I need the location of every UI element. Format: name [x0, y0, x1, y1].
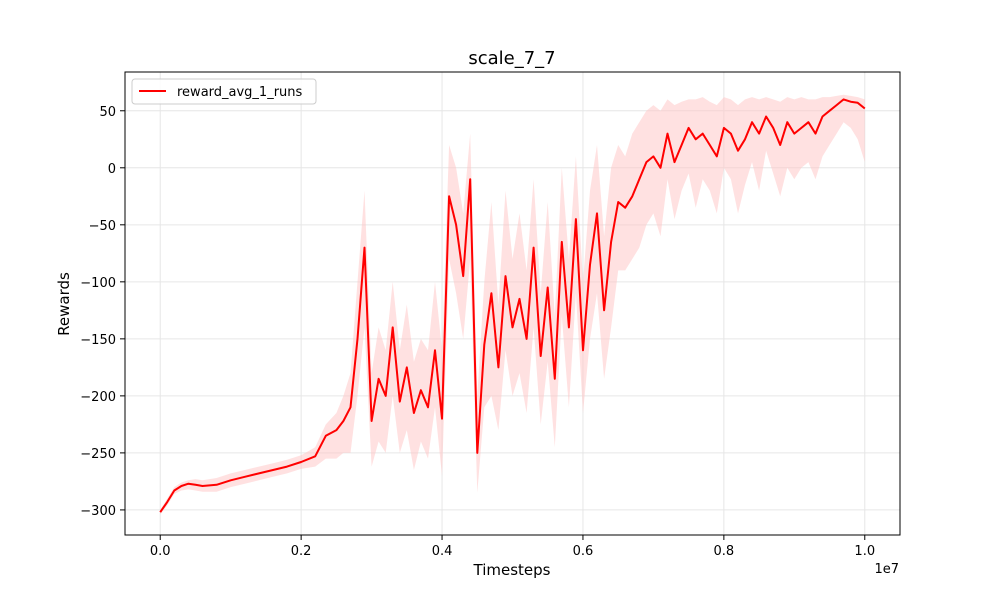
chart-title: scale_7_7: [468, 48, 555, 69]
y-tick-label: −100: [80, 276, 116, 291]
x-axis-offset-label: 1e7: [874, 562, 899, 577]
series-variance-band: [160, 94, 865, 515]
x-tick-label: 1.0: [854, 544, 875, 559]
legend-label: reward_avg_1_runs: [177, 85, 303, 100]
y-tick-label: 50: [99, 105, 116, 120]
x-tick-label: 0.0: [150, 544, 171, 559]
series-line-reward-avg: [159, 98, 866, 513]
y-axis-label: Rewards: [55, 272, 73, 336]
x-tick-label: 0.6: [573, 544, 594, 559]
legend-box: [131, 78, 317, 105]
series-line-layer: [159, 98, 866, 513]
x-axis-ticks: 0.0 0.2 0.4 0.6 0.8 1.0: [150, 535, 875, 559]
x-axis-label: Timesteps: [473, 561, 551, 579]
plot-frame: [124, 71, 901, 536]
y-tick-label: 0: [108, 162, 116, 177]
x-tick-label: 0.8: [714, 544, 735, 559]
variance-band-layer: [160, 94, 865, 515]
legend: reward_avg_1_runs: [131, 78, 317, 105]
x-tick-label: 0.2: [291, 544, 312, 559]
y-tick-label: −200: [80, 390, 116, 405]
y-axis-ticks: −300 −250 −200 −150 −100 −50 0 50: [80, 105, 125, 519]
y-tick-label: −150: [80, 333, 116, 348]
y-tick-label: −250: [80, 447, 116, 462]
y-tick-label: −300: [80, 504, 116, 519]
x-tick-label: 0.4: [432, 544, 453, 559]
y-tick-label: −50: [89, 219, 116, 234]
